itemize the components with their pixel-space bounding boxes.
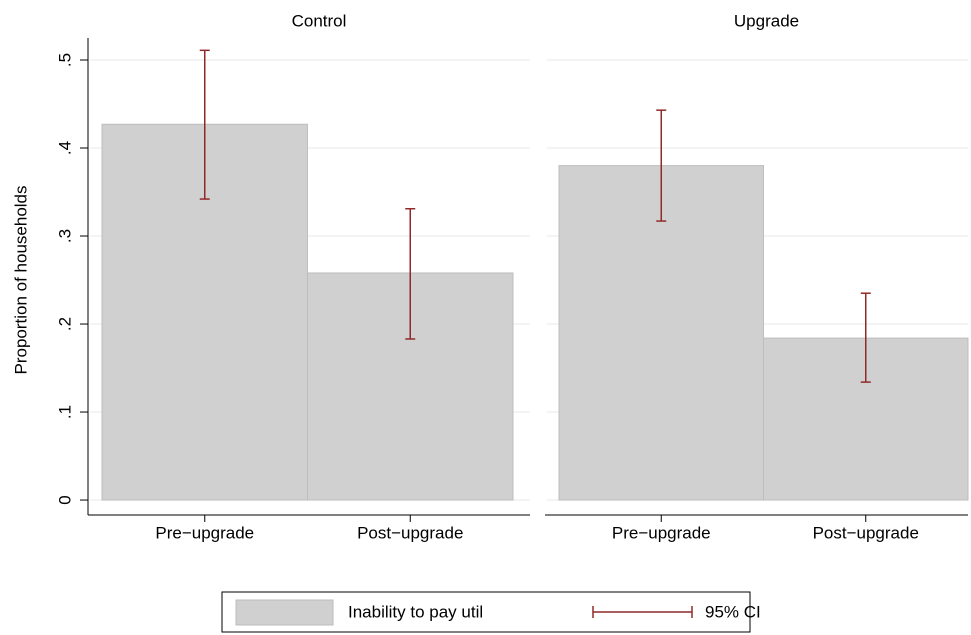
panel-title: Upgrade bbox=[734, 11, 799, 30]
error-bar bbox=[656, 109, 667, 222]
legend-label: Inability to pay util bbox=[348, 602, 483, 621]
y-tick-label: .1 bbox=[55, 405, 74, 419]
x-tick-label: Post−upgrade bbox=[357, 523, 463, 542]
panel-title: Control bbox=[292, 11, 347, 30]
y-tick-label: .2 bbox=[55, 317, 74, 331]
error-bar bbox=[405, 207, 416, 340]
x-tick-label: Post−upgrade bbox=[813, 523, 919, 542]
error-bar bbox=[199, 49, 210, 200]
y-tick-label: .3 bbox=[55, 229, 74, 243]
x-tick-label: Pre−upgrade bbox=[155, 523, 254, 542]
y-tick-label: 0 bbox=[55, 495, 74, 504]
x-tick-label: Pre−upgrade bbox=[612, 523, 711, 542]
legend-label: 95% CI bbox=[705, 602, 761, 621]
y-tick-label: .5 bbox=[55, 53, 74, 67]
legend-swatch bbox=[235, 599, 334, 626]
y-tick-label: .4 bbox=[55, 141, 74, 155]
error-bar bbox=[860, 292, 871, 383]
y-axis-title: Proportion of households bbox=[11, 185, 30, 374]
